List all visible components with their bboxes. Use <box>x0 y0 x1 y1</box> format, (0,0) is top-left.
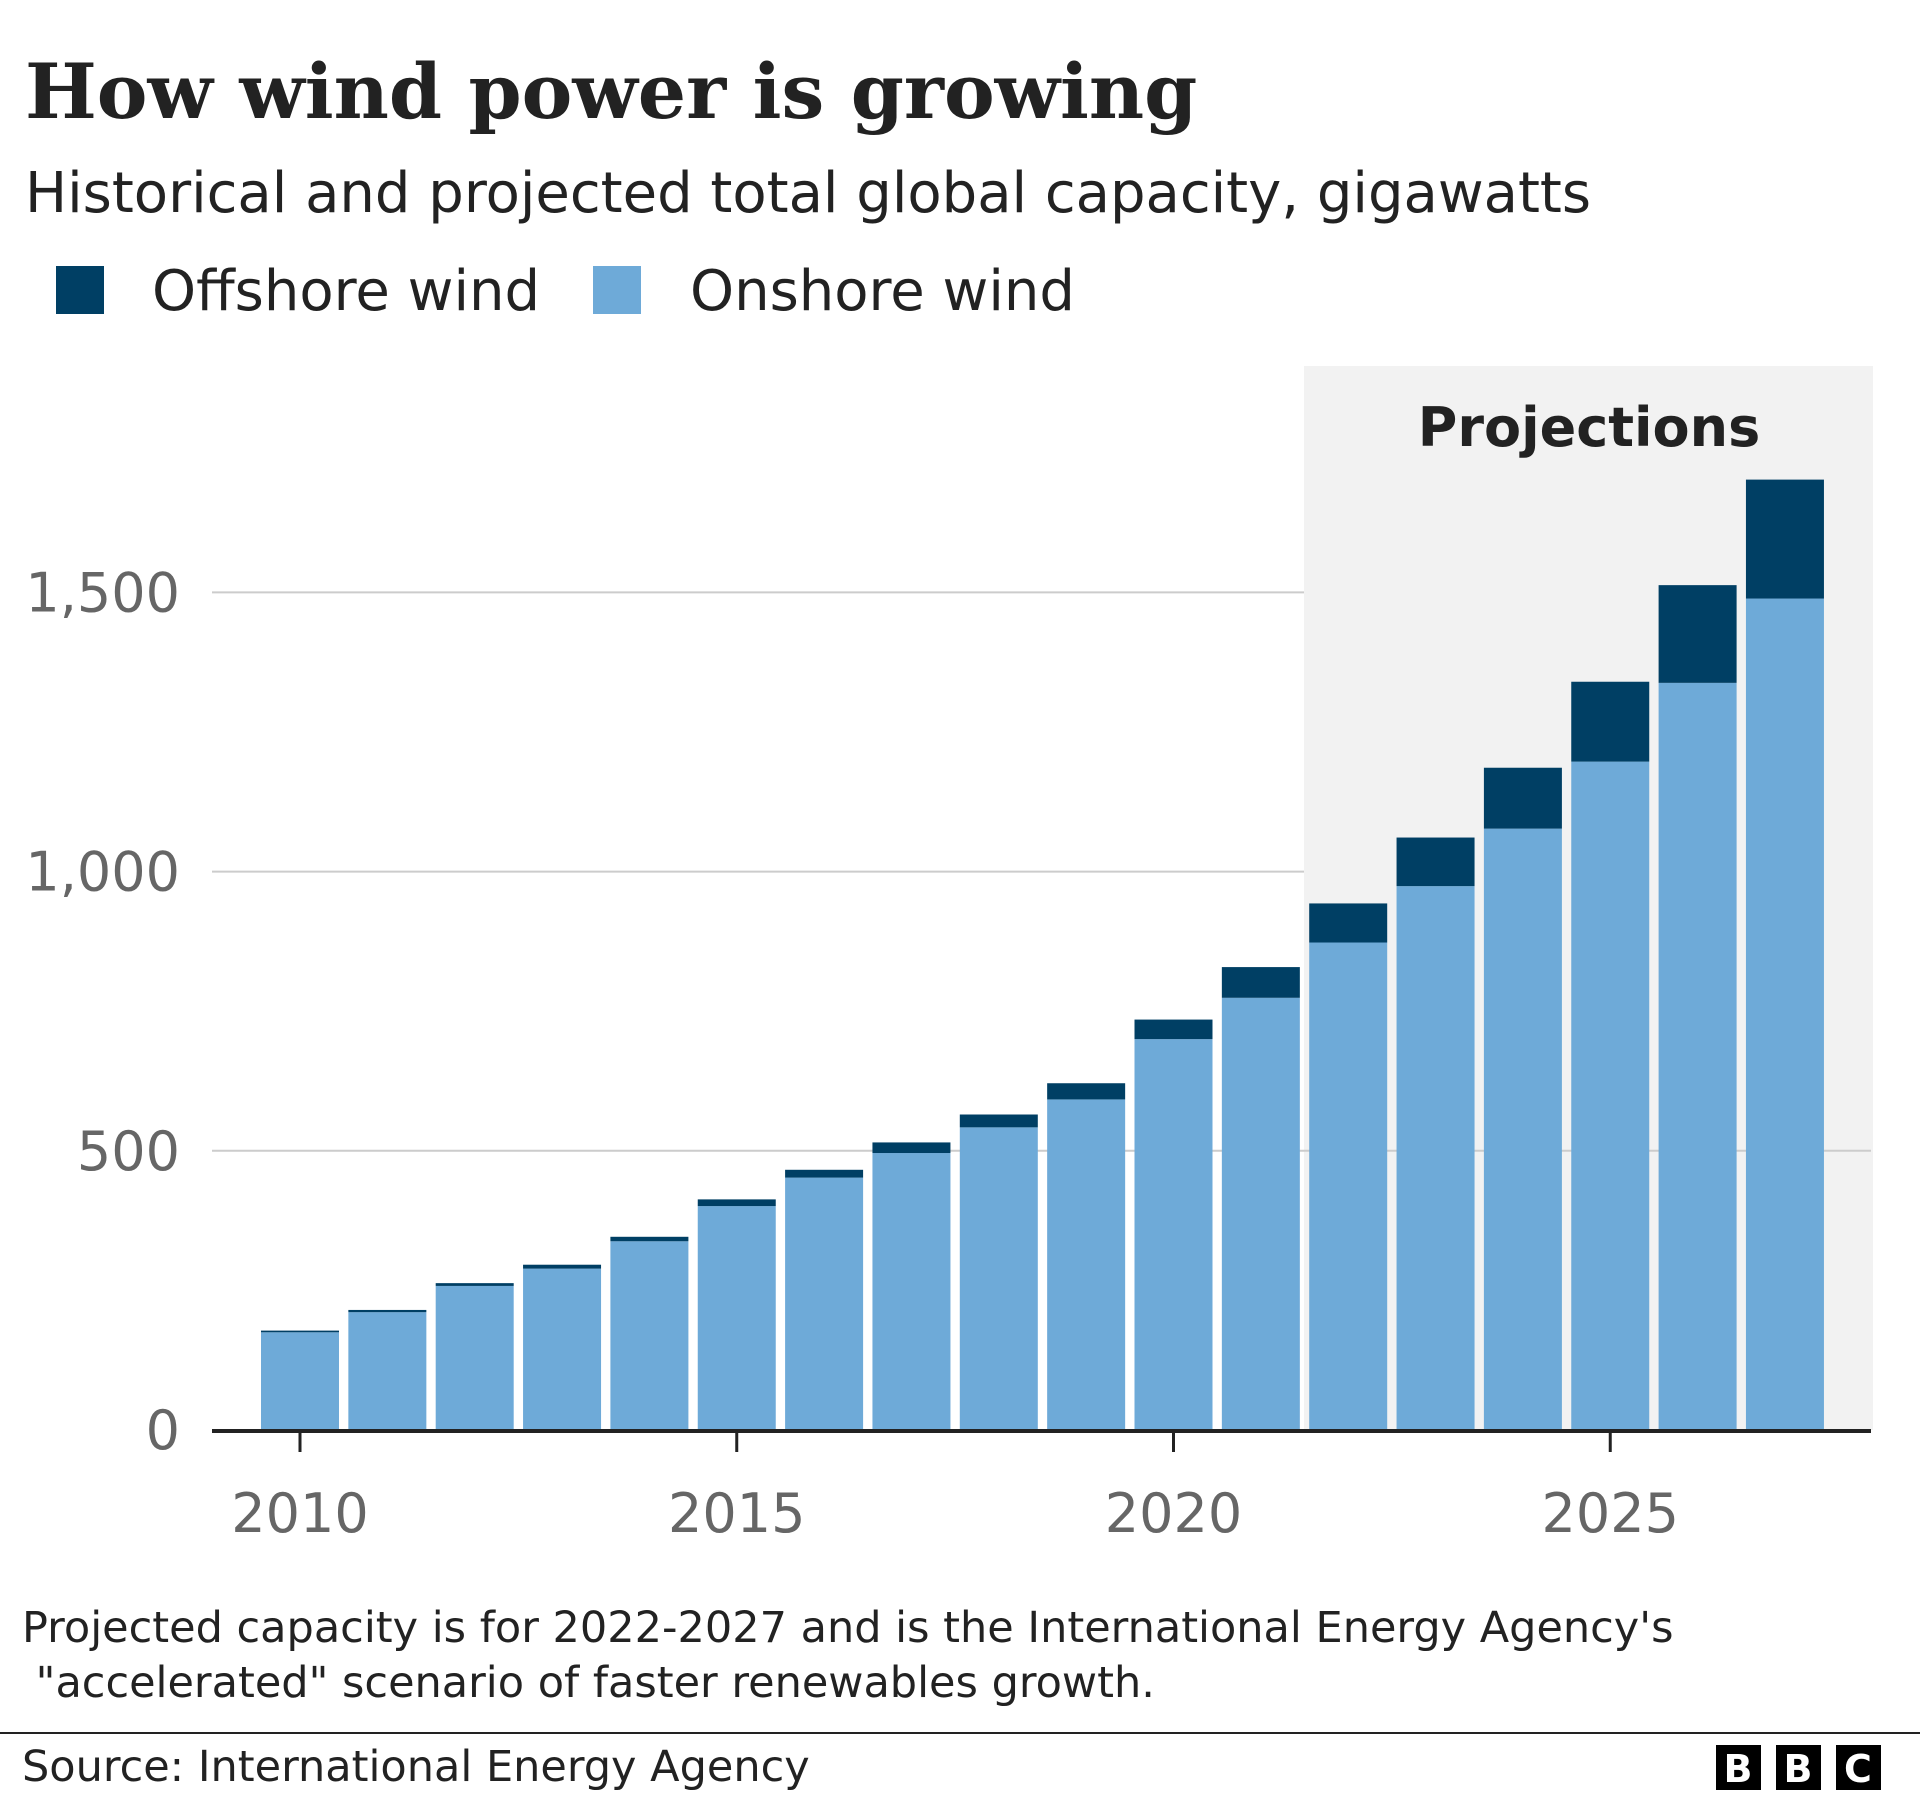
y-tick-label: 500 <box>77 1120 180 1183</box>
bar-offshore-wind-2010 <box>261 1330 339 1333</box>
bar-onshore-wind-2012 <box>435 1285 514 1430</box>
bar-onshore-wind-2021 <box>1221 997 1300 1430</box>
bar-onshore-wind-2022 <box>1309 942 1388 1430</box>
bar-onshore-wind-2024 <box>1483 828 1562 1430</box>
x-tick-label: 2010 <box>231 1482 368 1545</box>
bar-onshore-wind-2013 <box>523 1268 602 1430</box>
bar-onshore-wind-2019 <box>1047 1099 1126 1430</box>
bar-onshore-wind-2018 <box>959 1127 1038 1430</box>
x-tick-label: 2015 <box>668 1482 805 1545</box>
bar-onshore-wind-2025 <box>1571 761 1650 1430</box>
bar-onshore-wind-2026 <box>1658 682 1737 1430</box>
bar-offshore-wind-2018 <box>959 1114 1038 1128</box>
legend-label-offshore: Offshore wind <box>152 259 540 324</box>
bar-offshore-wind-2020 <box>1134 1019 1213 1040</box>
bar-offshore-wind-2025 <box>1571 681 1650 762</box>
chart-title: How wind power is growing <box>25 47 1197 136</box>
svg-text:B: B <box>1724 1747 1753 1791</box>
bar-onshore-wind-2017 <box>872 1153 951 1430</box>
legend-label-onshore: Onshore wind <box>690 259 1075 324</box>
legend: Offshore wind Onshore wind <box>56 259 1075 324</box>
bar-offshore-wind-2012 <box>435 1283 514 1286</box>
chart-subtitle: Historical and projected total global ca… <box>25 161 1591 226</box>
bar-offshore-wind-2024 <box>1483 767 1562 829</box>
svg-text:B: B <box>1784 1747 1813 1791</box>
y-tick-label: 0 <box>146 1399 180 1462</box>
bar-onshore-wind-2023 <box>1396 886 1475 1430</box>
bar-offshore-wind-2022 <box>1309 903 1388 943</box>
x-tick-label: 2025 <box>1542 1482 1679 1545</box>
bar-offshore-wind-2011 <box>348 1309 427 1313</box>
bar-onshore-wind-2016 <box>785 1177 864 1430</box>
bar-onshore-wind-2014 <box>610 1241 689 1430</box>
source-text: Source: International Energy Agency <box>22 1742 810 1792</box>
bar-offshore-wind-2014 <box>610 1236 689 1242</box>
footnote-line-2: "accelerated" scenario of faster renewab… <box>22 1658 1155 1708</box>
bar-onshore-wind-2010 <box>261 1332 339 1430</box>
y-tick-label: 1,000 <box>25 841 180 904</box>
bar-onshore-wind-2020 <box>1134 1039 1213 1430</box>
bar-onshore-wind-2011 <box>348 1312 427 1430</box>
bar-offshore-wind-2015 <box>697 1199 776 1207</box>
legend-swatch-onshore <box>593 266 641 314</box>
bar-onshore-wind-2015 <box>697 1206 776 1430</box>
bar-offshore-wind-2013 <box>523 1264 602 1269</box>
bar-offshore-wind-2017 <box>872 1142 951 1154</box>
legend-swatch-offshore <box>56 266 104 314</box>
bar-offshore-wind-2016 <box>785 1169 864 1178</box>
y-tick-label: 1,500 <box>25 561 180 624</box>
bar-offshore-wind-2019 <box>1047 1083 1126 1100</box>
bar-offshore-wind-2023 <box>1396 837 1475 887</box>
bbc-logo: B B C <box>1716 1745 1881 1791</box>
bar-offshore-wind-2027 <box>1745 479 1824 599</box>
bar-onshore-wind-2027 <box>1745 598 1824 1430</box>
svg-text:C: C <box>1844 1747 1872 1791</box>
projection-label: Projections <box>1418 396 1760 459</box>
bar-offshore-wind-2021 <box>1221 967 1300 998</box>
footnote-line-1: Projected capacity is for 2022-2027 and … <box>22 1603 1673 1653</box>
x-tick-label: 2020 <box>1105 1482 1242 1545</box>
bar-offshore-wind-2026 <box>1658 585 1737 683</box>
